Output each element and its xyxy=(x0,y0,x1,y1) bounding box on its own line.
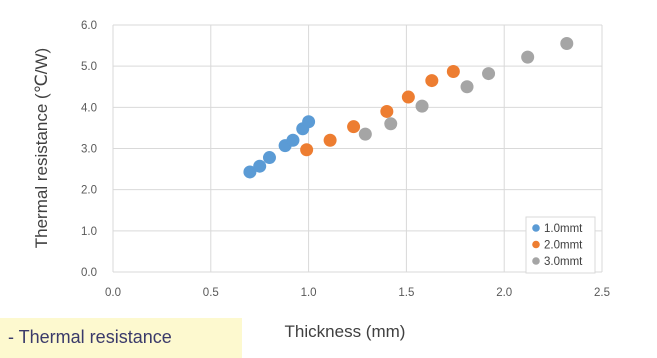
data-point xyxy=(415,99,429,113)
x-tick-label: 0.5 xyxy=(203,287,219,299)
tick-labels: 0.0 1.0 2.0 3.0 4.0 5.0 6.0 0.0 0.5 1.0 1.5 2.0 2.5 xyxy=(81,20,610,299)
data-point xyxy=(521,50,535,64)
y-tick-label: 3.0 xyxy=(81,144,97,156)
data-point xyxy=(380,104,394,118)
caption-text: - Thermal resistance xyxy=(8,327,172,347)
y-tick-label: 0.0 xyxy=(81,267,97,279)
data-point xyxy=(401,90,415,104)
caption-box: - Thermal resistance xyxy=(0,318,242,358)
data-point xyxy=(253,159,267,173)
legend: 1.0mmt 2.0mmt 3.0mmt xyxy=(525,216,596,274)
y-tick-label: 2.0 xyxy=(81,185,97,197)
data-point xyxy=(425,74,439,88)
data-point xyxy=(286,133,300,147)
data-point xyxy=(482,67,496,81)
data-point xyxy=(560,37,574,51)
y-tick-label: 1.0 xyxy=(81,226,97,238)
y-tick-label: 6.0 xyxy=(81,20,97,32)
legend-label: 2.0mmt xyxy=(544,240,583,252)
data-point xyxy=(347,120,361,134)
x-tick-label: 1.5 xyxy=(398,287,414,299)
grid xyxy=(112,24,603,273)
x-tick-label: 2.5 xyxy=(594,287,610,299)
x-tick-label: 2.0 xyxy=(496,287,512,299)
legend-marker xyxy=(532,224,540,232)
data-point xyxy=(446,65,460,79)
legend-label: 3.0mmt xyxy=(544,256,583,268)
data-point xyxy=(262,151,276,165)
data-points xyxy=(243,37,574,179)
legend-marker xyxy=(532,240,540,249)
data-point xyxy=(302,115,316,129)
x-axis-title: Thickness (mm) xyxy=(285,322,406,341)
y-tick-label: 5.0 xyxy=(81,61,97,73)
legend-label: 1.0mmt xyxy=(544,223,583,235)
data-point xyxy=(384,117,398,131)
x-tick-label: 0.0 xyxy=(105,287,121,299)
x-tick-label: 1.0 xyxy=(301,287,317,299)
data-point xyxy=(243,165,257,179)
data-point xyxy=(300,143,314,157)
legend-marker xyxy=(532,257,540,265)
y-axis-title: Thermal resistance (℃/W) xyxy=(32,48,51,248)
data-point xyxy=(323,133,337,147)
data-point xyxy=(460,80,474,94)
data-point xyxy=(358,127,372,141)
y-tick-label: 4.0 xyxy=(81,102,97,114)
